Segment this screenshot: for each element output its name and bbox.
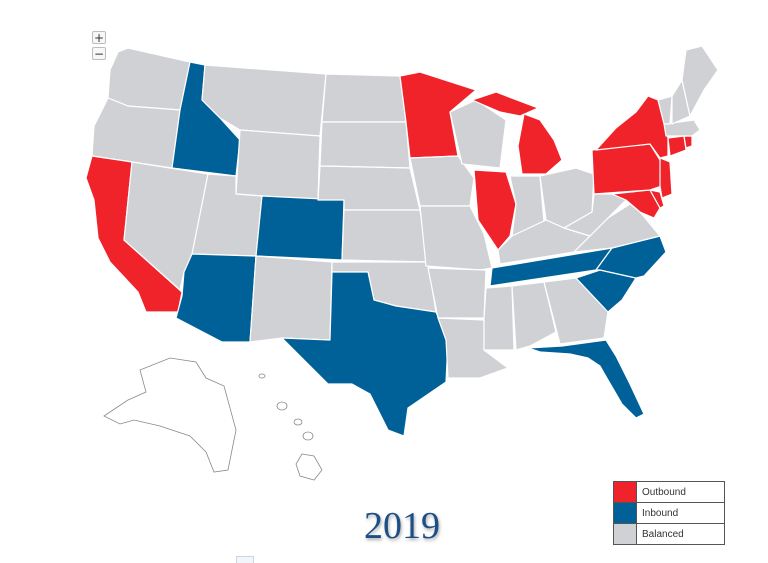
state-kansas[interactable]	[341, 209, 429, 263]
state-michigan[interactable]	[471, 91, 563, 175]
state-alaska[interactable]	[103, 357, 237, 473]
state-south-carolina[interactable]	[575, 269, 637, 313]
legend-swatch-outbound	[614, 482, 637, 502]
zoom-in-button[interactable]: +	[92, 31, 106, 45]
state-arizona[interactable]	[175, 253, 257, 343]
states-layer	[85, 45, 719, 437]
state-colorado[interactable]	[255, 195, 345, 261]
state-south-dakota[interactable]	[319, 121, 411, 169]
legend-row-inbound: Inbound	[614, 503, 724, 524]
state-new-jersey[interactable]	[659, 157, 673, 199]
hawaii-island-4[interactable]	[302, 431, 314, 441]
legend-swatch-inbound	[614, 503, 637, 523]
hawaii[interactable]	[258, 373, 323, 481]
hawaii-island-2[interactable]	[276, 401, 288, 411]
state-minnesota[interactable]	[399, 71, 477, 159]
legend-label-outbound: Outbound	[642, 486, 686, 498]
state-georgia[interactable]	[543, 277, 609, 345]
legend-label-balanced: Balanced	[642, 528, 684, 540]
legend-row-balanced: Balanced	[614, 524, 724, 544]
hawaii-island-big[interactable]	[295, 453, 323, 481]
state-wisconsin[interactable]	[449, 99, 507, 169]
legend: Outbound Inbound Balanced	[613, 481, 725, 545]
state-mississippi[interactable]	[483, 285, 515, 351]
legend-swatch-balanced	[614, 524, 637, 544]
state-iowa[interactable]	[409, 155, 475, 207]
state-illinois[interactable]	[473, 169, 517, 251]
legend-row-outbound: Outbound	[614, 482, 724, 503]
state-new-mexico[interactable]	[249, 255, 333, 343]
hawaii-island-1[interactable]	[258, 373, 266, 379]
state-arkansas[interactable]	[427, 267, 487, 319]
hawaii-island-3[interactable]	[293, 418, 303, 426]
state-maine[interactable]	[681, 45, 719, 117]
state-rhode-island[interactable]	[683, 135, 693, 149]
state-north-dakota[interactable]	[321, 73, 407, 123]
state-washington[interactable]	[107, 47, 191, 111]
state-alabama[interactable]	[511, 281, 557, 351]
state-pennsylvania[interactable]	[591, 143, 663, 195]
footer-handle[interactable]	[236, 556, 254, 563]
state-texas[interactable]	[281, 271, 449, 437]
zoom-out-button[interactable]: −	[92, 47, 106, 61]
alaska[interactable]	[103, 357, 237, 473]
state-connecticut[interactable]	[667, 135, 687, 157]
state-wyoming[interactable]	[235, 129, 321, 201]
legend-label-inbound: Inbound	[642, 507, 679, 519]
state-vermont[interactable]	[657, 95, 673, 125]
state-florida[interactable]	[527, 339, 645, 419]
year-label: 2019	[364, 505, 440, 547]
state-delaware[interactable]	[649, 189, 665, 209]
